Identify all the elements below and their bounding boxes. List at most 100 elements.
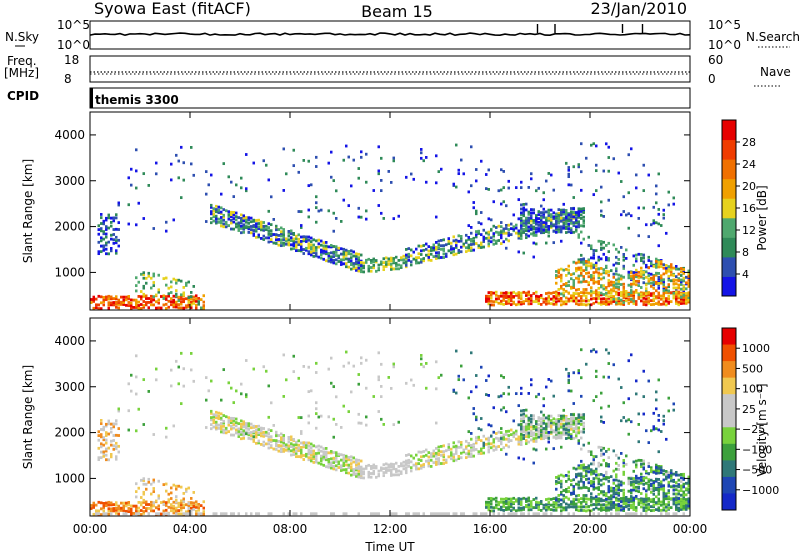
velocity-cell <box>530 433 533 437</box>
power-cell <box>410 248 413 252</box>
velocity-cell <box>577 413 580 417</box>
velocity-cell <box>245 359 248 362</box>
velocity-cell <box>420 466 423 470</box>
power-cell <box>567 297 570 301</box>
velocity-cell <box>550 419 553 423</box>
power-cell <box>642 273 645 276</box>
power-cell <box>115 216 118 220</box>
power-cell <box>652 299 655 303</box>
power-cell <box>327 254 330 258</box>
velocity-cell <box>415 462 418 466</box>
velocity-cell <box>90 507 93 510</box>
velocity-cell <box>582 475 585 479</box>
velocity-cell <box>440 462 443 465</box>
power-cell <box>680 295 683 299</box>
velocity-cell <box>565 418 568 422</box>
velocity-cell <box>512 435 515 439</box>
velocity-cell <box>520 413 523 417</box>
power-cell <box>600 297 603 301</box>
velocity-cell <box>562 430 565 433</box>
power-cell <box>560 297 563 300</box>
power-cell <box>567 230 570 234</box>
velocity-cell <box>645 512 648 516</box>
velocity-cell <box>312 449 315 453</box>
velocity-cell <box>542 512 545 516</box>
power-cell <box>650 223 653 227</box>
velocity-cell <box>577 494 580 497</box>
power-cell <box>290 229 293 233</box>
power-cell <box>582 257 585 261</box>
power-cell <box>645 263 648 267</box>
velocity-cell <box>655 427 658 431</box>
velocity-cell <box>652 503 655 507</box>
power-cell <box>462 172 465 176</box>
velocity-cell <box>210 411 213 415</box>
power-cell <box>452 253 455 257</box>
velocity-cell <box>567 512 570 516</box>
power-cell <box>557 297 560 301</box>
velocity-cell <box>112 503 115 507</box>
velocity-cell <box>175 512 178 516</box>
velocity-cell <box>177 512 180 516</box>
power-cell <box>282 235 285 239</box>
velocity-cell <box>97 458 100 462</box>
power-cell <box>405 175 408 179</box>
power-cell <box>545 302 548 306</box>
power-cell <box>112 241 115 245</box>
velocity-cell <box>477 450 480 454</box>
power-cell <box>655 192 658 196</box>
colorbar-swatch <box>722 256 736 277</box>
velocity-cell <box>455 450 458 453</box>
power-cell <box>657 244 660 248</box>
power-cell <box>467 224 470 228</box>
power-cell <box>327 245 330 249</box>
power-cell <box>587 302 590 306</box>
power-cell <box>432 255 435 259</box>
power-cell <box>340 258 343 262</box>
velocity-cell <box>605 506 608 510</box>
power-cell <box>177 295 180 299</box>
power-cell <box>495 293 498 297</box>
velocity-cell <box>270 445 273 449</box>
velocity-cell <box>130 510 133 514</box>
power-cell <box>507 223 510 227</box>
power-cell <box>135 276 138 280</box>
power-cell <box>117 303 120 306</box>
power-cell <box>522 219 525 223</box>
velocity-cell <box>252 430 255 433</box>
velocity-colorbar-label: Velocity [m s⁻¹] <box>755 383 769 476</box>
power-cell <box>642 300 645 304</box>
velocity-cell <box>487 423 490 427</box>
velocity-cell <box>527 505 530 509</box>
velocity-cell <box>585 494 588 497</box>
velocity-cell <box>342 364 345 368</box>
power-cell <box>457 234 460 238</box>
velocity-cell <box>357 382 360 386</box>
velocity-cell <box>497 439 500 443</box>
velocity-cell <box>600 503 603 507</box>
velocity-cell <box>102 504 105 508</box>
power-cell <box>617 302 620 305</box>
power-cell <box>452 239 455 243</box>
power-cell <box>667 285 670 289</box>
power-cell <box>275 235 278 239</box>
power-cell <box>182 178 185 182</box>
velocity-cell <box>555 436 558 440</box>
power-cell <box>570 285 573 289</box>
velocity-cell <box>337 466 340 469</box>
velocity-cell <box>187 509 190 513</box>
velocity-cell <box>472 407 475 410</box>
velocity-cell <box>105 422 108 426</box>
power-cell <box>605 303 608 306</box>
power-cell <box>292 237 295 241</box>
velocity-cell <box>262 444 265 447</box>
velocity-cell <box>532 461 535 465</box>
velocity-cell <box>262 432 265 436</box>
velocity-cell <box>105 449 108 453</box>
velocity-cell <box>142 511 145 515</box>
velocity-cell <box>527 499 530 503</box>
velocity-cell <box>427 462 430 465</box>
velocity-cell <box>597 480 600 484</box>
velocity-cell <box>667 484 670 488</box>
velocity-cell <box>307 441 310 445</box>
